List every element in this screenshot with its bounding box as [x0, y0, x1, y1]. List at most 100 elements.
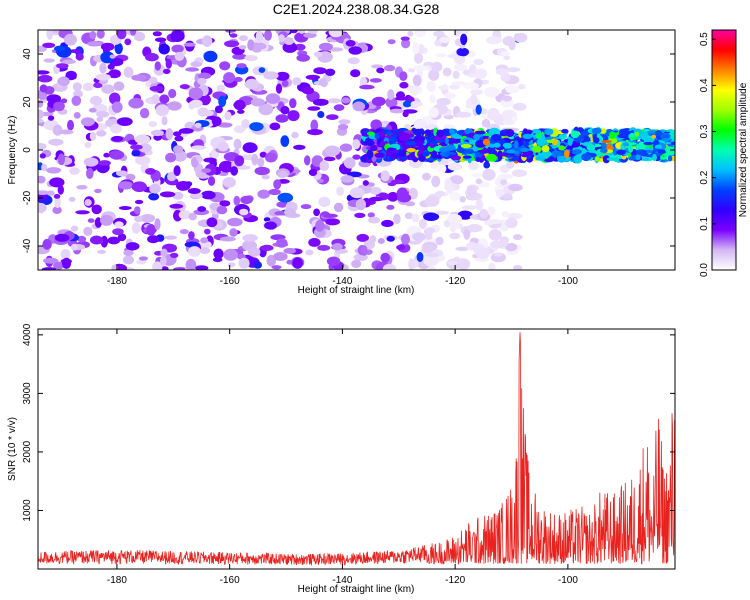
heatmap-cell: [56, 63, 69, 69]
heatmap-cell: [651, 134, 657, 139]
heatmap-cell: [75, 52, 84, 61]
heatmap-cell: [49, 177, 65, 188]
heatmap-cell: [179, 229, 189, 235]
heatmap-cell: [123, 255, 134, 265]
heatmap-cell: [424, 252, 439, 258]
heatmap-cell: [41, 163, 48, 172]
heatmap-cell: [161, 116, 168, 126]
heatmap-cell: [447, 162, 463, 171]
heatmap-cell: [453, 63, 468, 71]
heatmap-cell: [501, 95, 513, 102]
heatmap-cell: [405, 141, 417, 146]
heatmap-cell: [195, 265, 209, 270]
heatmap-cell: [652, 153, 657, 162]
heatmap-cell: [258, 103, 274, 116]
heatmap-cell: [333, 104, 345, 111]
heatmap-cell: [298, 30, 306, 34]
heatmap-cell: [219, 236, 236, 242]
heatmap-cell: [38, 190, 50, 195]
heatmap-cell: [87, 41, 102, 47]
heatmap-cell: [435, 236, 444, 246]
heatmap-cell: [382, 263, 396, 270]
heatmap-cell: [387, 89, 395, 101]
heatmap-cell: [349, 187, 365, 199]
heatmap-cell: [271, 265, 282, 270]
heatmap-cell: [184, 181, 193, 187]
heatmap-cell: [54, 45, 66, 52]
heatmap-cell: [532, 145, 542, 153]
x-tick-label: -100: [558, 575, 578, 586]
heatmap-cell: [488, 219, 503, 225]
heatmap-cell: [204, 228, 211, 235]
heatmap-cell: [449, 175, 464, 185]
heatmap-cell: [422, 151, 430, 157]
heatmap-cell: [89, 131, 97, 141]
heatmap-cell: [475, 104, 482, 115]
heatmap-cell: [109, 92, 121, 105]
heatmap-cell: [481, 118, 491, 128]
heatmap-cell: [151, 94, 161, 104]
heatmap-cell: [445, 144, 456, 151]
heatmap-cell: [505, 161, 515, 169]
heatmap-cell: [161, 266, 169, 270]
heatmap-cell: [570, 130, 580, 139]
colorbar-tick-label: 0.1: [699, 216, 710, 230]
colorbar-tick-label: 0.3: [699, 124, 710, 138]
heatmap-cell: [229, 33, 238, 38]
heatmap-cell: [93, 82, 103, 89]
heatmap-cell: [113, 81, 125, 91]
heatmap-cell: [351, 259, 362, 268]
heatmap-cell: [512, 234, 523, 241]
heatmap-cell: [534, 133, 542, 139]
heatmap-cell: [371, 64, 384, 69]
heatmap-cell: [242, 234, 258, 242]
heatmap-cell: [116, 170, 128, 177]
x-tick-label: -160: [220, 276, 240, 287]
heatmap-cell: [139, 108, 150, 119]
heatmap-cell: [498, 173, 513, 180]
heatmap-cell: [474, 130, 486, 135]
heatmap-cell: [385, 96, 398, 108]
heatmap-cell: [374, 132, 380, 140]
heatmap-cell: [654, 130, 663, 137]
heatmap-cell: [165, 152, 177, 163]
heatmap-cell: [42, 42, 56, 48]
heatmap-cell: [366, 149, 374, 159]
heatmap-cell: [435, 210, 450, 215]
heatmap-cell: [428, 266, 436, 270]
heatmap-cell: [201, 190, 216, 200]
heatmap-cell: [483, 135, 488, 140]
heatmap-cell: [203, 157, 217, 163]
heatmap-cell: [197, 77, 207, 85]
heatmap-cell: [659, 156, 668, 160]
heatmap-cell: [70, 243, 78, 251]
heatmap-cell: [412, 74, 422, 87]
heatmap-cell: [234, 125, 246, 134]
heatmap-cell: [475, 178, 483, 185]
heatmap-cell: [38, 70, 50, 75]
heatmap-cell: [431, 175, 441, 188]
heatmap-cell: [304, 155, 311, 166]
heatmap-y-label: Frequency (Hz): [7, 116, 18, 185]
heatmap-cell: [606, 157, 617, 161]
heatmap-cell: [237, 109, 245, 114]
heatmap-cell: [422, 237, 437, 243]
heatmap-cell: [53, 194, 61, 199]
heatmap-cell: [57, 153, 65, 166]
heatmap-cell: [238, 257, 250, 269]
heatmap-cell: [213, 248, 224, 260]
snr-frame: [37, 328, 676, 570]
heatmap-cell: [424, 195, 440, 207]
heatmap-cell: [294, 43, 306, 51]
heatmap-cell: [188, 231, 195, 240]
heatmap-cell: [305, 249, 314, 256]
heatmap-cell: [369, 235, 377, 244]
heatmap-cell: [152, 31, 162, 37]
heatmap-cell: [447, 260, 458, 266]
heatmap-cell: [413, 135, 426, 143]
heatmap-cell: [449, 128, 455, 135]
colorbar-tick-label: 0.4: [699, 78, 710, 92]
heatmap-cell: [420, 143, 425, 152]
heatmap-cell: [149, 183, 161, 194]
heatmap-cell: [460, 33, 468, 45]
